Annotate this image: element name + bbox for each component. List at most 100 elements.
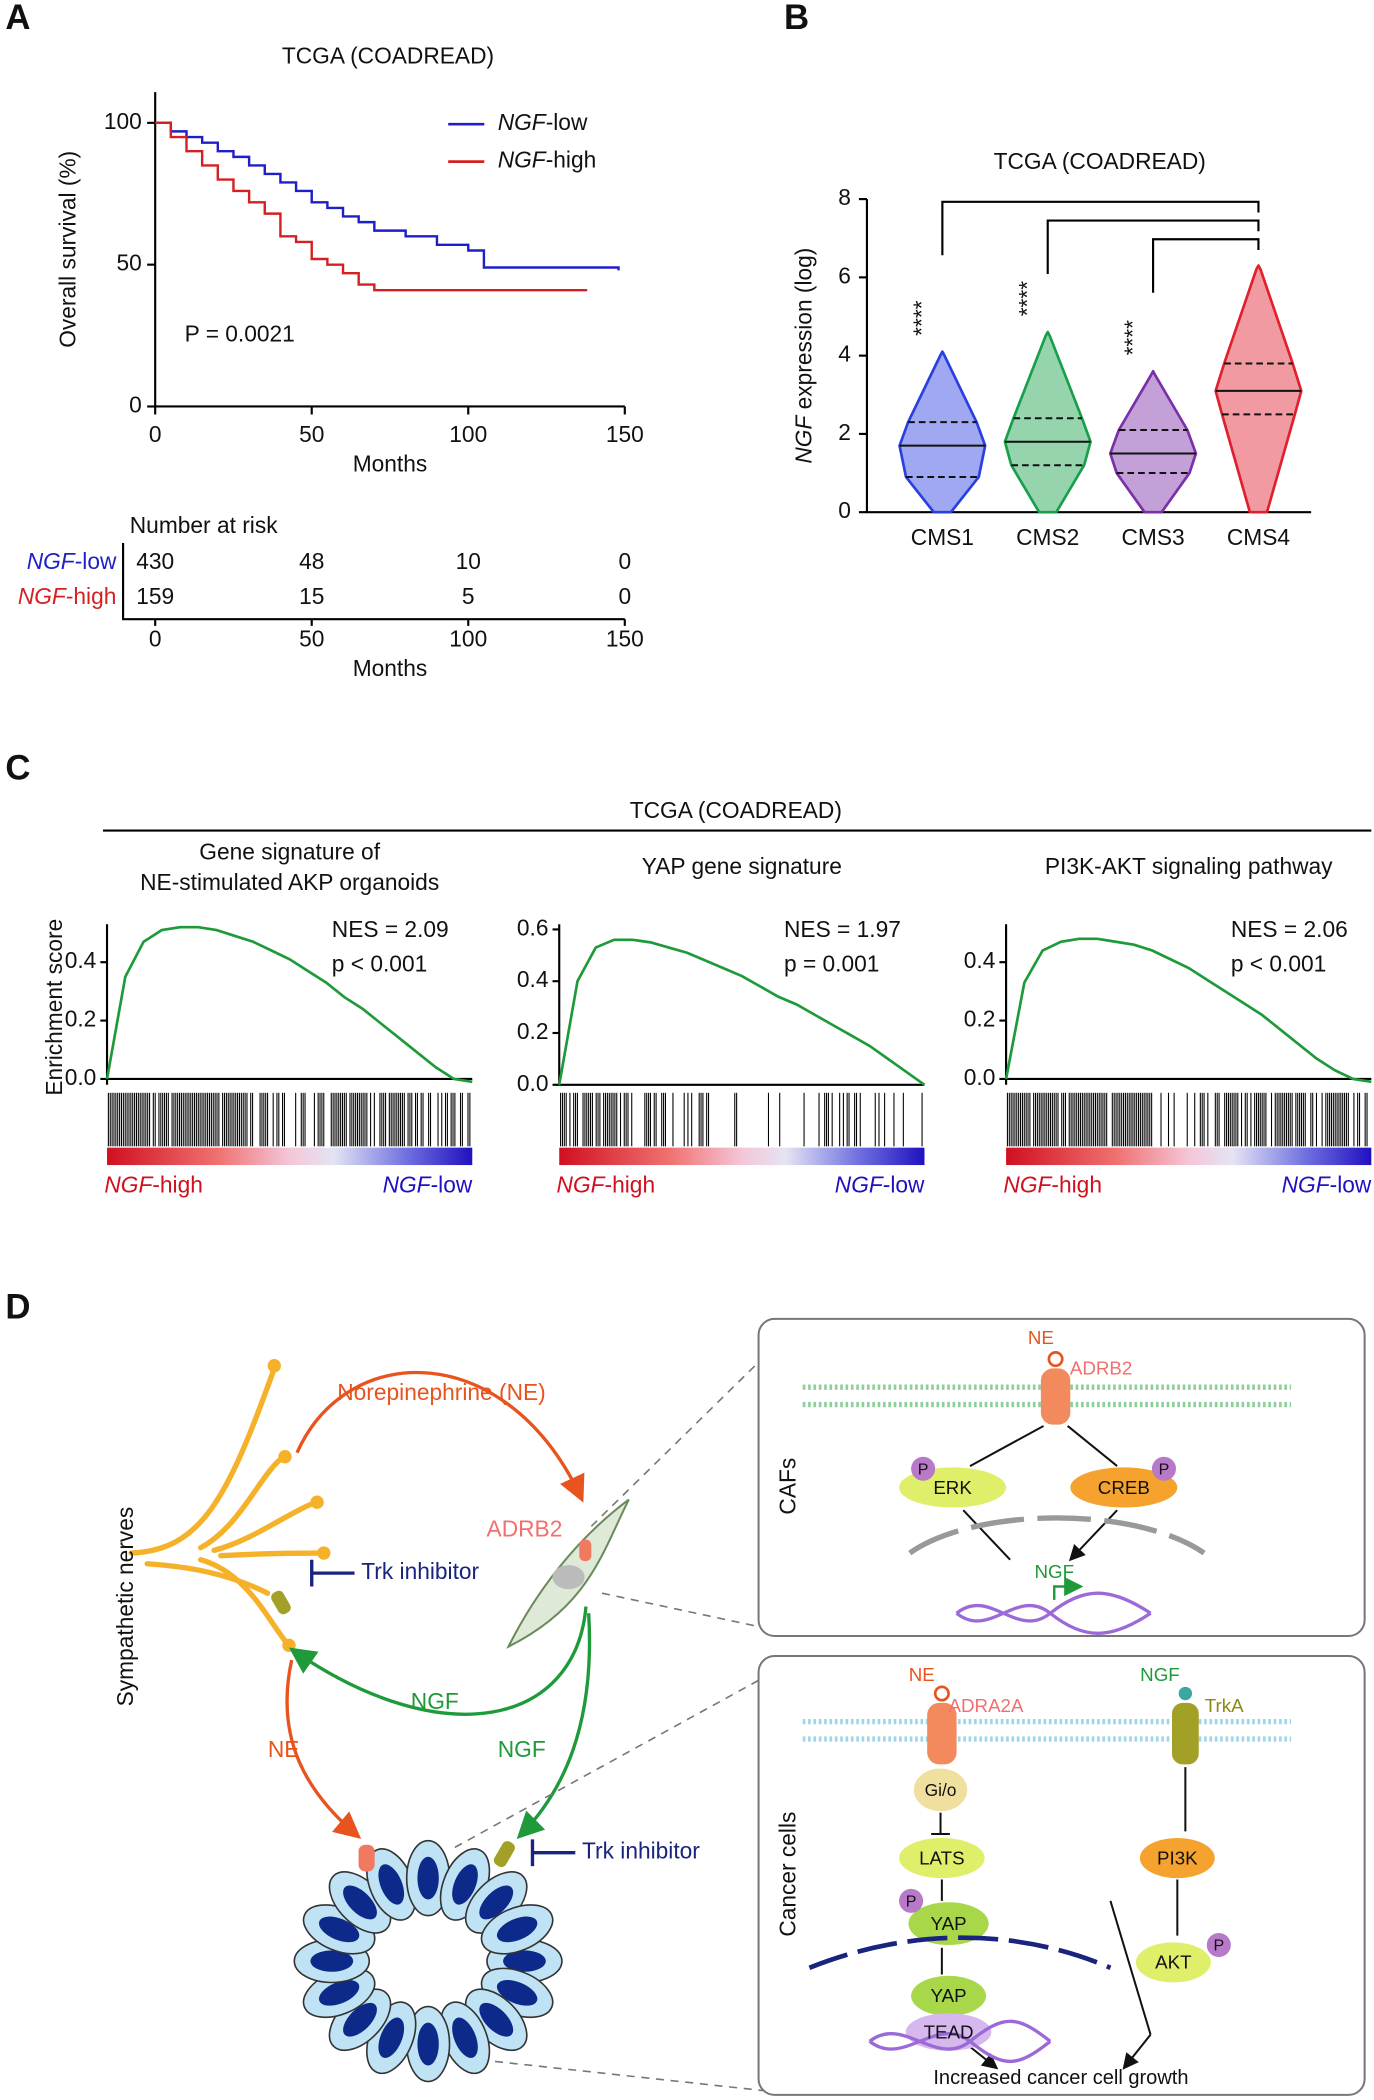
chart-title: TCGA (COADREAD) <box>994 148 1206 174</box>
survival-curve <box>155 121 588 292</box>
label: CREB <box>1098 1477 1150 1498</box>
nerve <box>128 1365 326 1647</box>
nes-label: NES = 1.97 <box>784 916 901 942</box>
x-tick-label: 150 <box>606 626 644 652</box>
cell-nucleus <box>318 1979 360 2006</box>
risk-value: 48 <box>299 548 324 574</box>
arrow <box>295 1370 585 1503</box>
y-tick-label: 2 <box>838 419 851 445</box>
violin <box>1003 330 1092 514</box>
arrow <box>1122 2034 1152 2070</box>
x-axis-label: Months <box>353 450 428 476</box>
risk-value: 0 <box>618 548 631 574</box>
cell-nucleus <box>496 1979 538 2006</box>
rank-label: NGF-high <box>1003 1171 1102 1197</box>
risk-title: Number at risk <box>130 512 278 538</box>
ligand <box>1047 1351 1064 1368</box>
label: NE <box>909 1664 935 1685</box>
phospho <box>1151 1456 1176 1481</box>
label: P <box>906 1892 917 1910</box>
yap <box>911 1975 987 2016</box>
panel-label: B <box>784 0 809 37</box>
caf-box <box>757 1317 1366 1637</box>
y-tick-label: 0.2 <box>517 1018 549 1044</box>
pi3k <box>1139 1838 1215 1879</box>
chart-title: NE-stimulated AKP organoids <box>140 869 439 895</box>
risk-value: 0 <box>618 583 631 609</box>
y-axis-label: NGF expression (log) <box>790 248 816 464</box>
inhibition <box>310 1559 576 1867</box>
p-label: p < 0.001 <box>1231 951 1326 977</box>
y-tick-label: 0.4 <box>517 966 549 992</box>
enrichment-curve <box>105 925 473 1084</box>
enrichment-curve <box>557 938 926 1086</box>
label: ADRA2A <box>949 1695 1024 1716</box>
y-tick-label: 0.0 <box>65 1064 97 1090</box>
y-tick-label: 0 <box>129 391 142 417</box>
cell-nucleus <box>479 2002 514 2037</box>
rank-gradient <box>1006 1147 1372 1166</box>
inhibition <box>931 1812 950 1835</box>
enrichment-curve <box>1004 937 1372 1084</box>
significance: **** <box>1119 320 1145 356</box>
cell-nucleus <box>503 1950 546 1972</box>
nerve-ending <box>267 1359 331 1653</box>
label: ADRB2 <box>1070 1358 1132 1379</box>
x-tick-label: 50 <box>299 626 324 652</box>
chart-title: PI3K-AKT signaling pathway <box>1045 853 1333 879</box>
label: Trk inhibitor <box>582 1838 700 1864</box>
cell-nucleus <box>479 1885 514 1920</box>
x-axis-label: Months <box>353 655 428 681</box>
y-tick-label: 4 <box>838 341 851 367</box>
nes-label: NES = 2.06 <box>1231 916 1348 942</box>
label: NGF <box>1140 1664 1180 1685</box>
risk-row-label: NGF-high <box>18 583 117 609</box>
cell-nucleus <box>343 2002 377 2037</box>
adra2a-receptor <box>927 1702 957 1765</box>
lats <box>899 1838 985 1879</box>
rank-label: NGF-high <box>104 1171 203 1197</box>
dna <box>955 1591 1152 1635</box>
x-tick-label: 0 <box>149 421 162 447</box>
cell-nucleus <box>452 1864 478 1905</box>
significance: **** <box>909 300 935 336</box>
violin <box>898 350 987 514</box>
cell-nucleus <box>452 2017 478 2058</box>
label: TEAD <box>924 2021 974 2042</box>
y-tick-label: 0.0 <box>517 1070 549 1096</box>
adrb2-receptor <box>1040 1368 1071 1425</box>
x-tick-label: CMS2 <box>1016 524 1079 550</box>
y-tick-label: 8 <box>838 184 851 210</box>
label: NGF <box>498 1736 546 1762</box>
y-tick-label: 0.2 <box>65 1006 97 1032</box>
label: Increased cancer cell growth <box>933 2067 1188 2089</box>
nuclear-envelope <box>908 1515 1206 1556</box>
transcription <box>1053 1576 1084 1600</box>
y-tick-label: 50 <box>117 250 142 276</box>
chart-title: TCGA (COADREAD) <box>282 42 494 68</box>
rank-label: NGF-low <box>835 1171 925 1197</box>
x-tick-label: 150 <box>606 421 644 447</box>
rank-label: NGF-high <box>557 1171 656 1197</box>
label: YAP <box>931 1913 967 1934</box>
cell-nucleus <box>343 1885 377 1920</box>
ligand <box>933 1685 950 1702</box>
nes-label: NES = 2.09 <box>332 916 449 942</box>
cell-nucleus <box>496 1916 538 1943</box>
rank-label: NGF-low <box>1282 1171 1372 1197</box>
p-label: p = 0.001 <box>784 951 879 977</box>
y-axis-label: Enrichment score <box>41 919 67 1096</box>
bracket <box>1152 238 1260 293</box>
membrane <box>802 1384 1292 1408</box>
phospho <box>899 1888 924 1913</box>
cell-nucleus <box>417 2022 439 2066</box>
arrow <box>285 1659 362 1839</box>
x-tick-label: CMS4 <box>1227 524 1290 550</box>
label: Sympathetic nerves <box>112 1507 138 1707</box>
violin <box>1108 369 1198 514</box>
gio <box>913 1768 968 1812</box>
risk-axis <box>122 542 625 621</box>
x-tick-label: CMS3 <box>1121 524 1184 550</box>
cell-nucleus <box>417 1856 439 1900</box>
zoom-line <box>454 1318 804 2096</box>
